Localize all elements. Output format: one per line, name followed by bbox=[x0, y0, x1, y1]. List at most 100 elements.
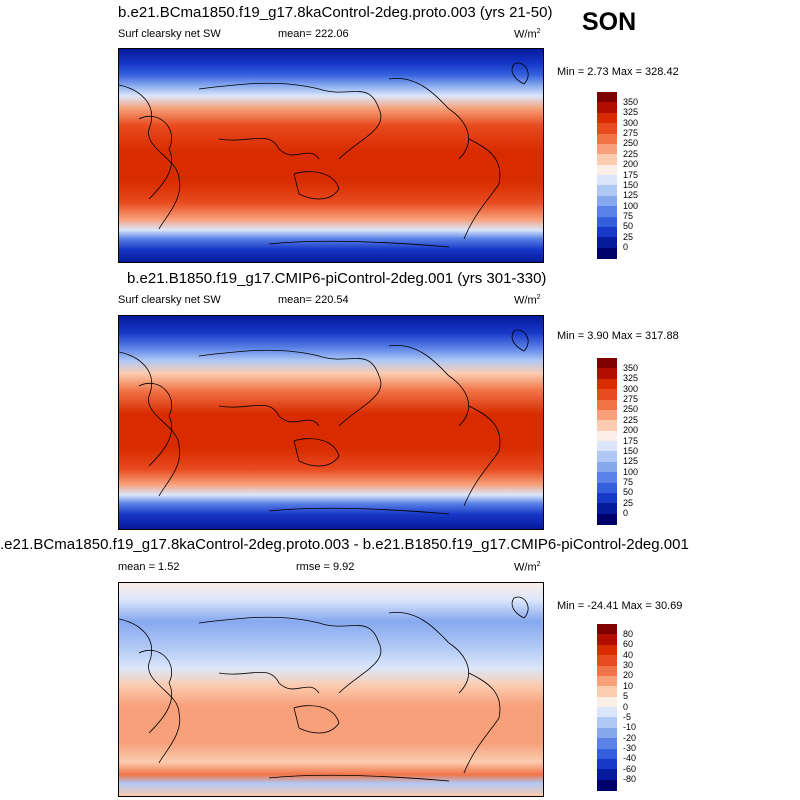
panel-3-colorbar-tick-label: -5 bbox=[623, 711, 632, 722]
panel-3-map bbox=[118, 582, 544, 797]
panel-3-title: .e21.BCma1850.f19_g17.8kaControl-2deg.pr… bbox=[0, 536, 689, 553]
panel-2-colorbar-swatch bbox=[597, 409, 617, 421]
panel-2-colorbar-swatch bbox=[597, 389, 617, 400]
panel-1-colorbar-tick-label: 125 bbox=[623, 190, 639, 201]
panel-1-colorbar-swatch bbox=[597, 112, 617, 124]
panel-3-colorbar-swatch bbox=[597, 758, 617, 770]
panel-1-colorbar-swatch bbox=[597, 92, 617, 103]
panel-3-colorbar-swatch bbox=[597, 727, 617, 739]
panel-1-colorbar-swatch bbox=[597, 247, 617, 259]
panel-2-colorbar-tick-label: 275 bbox=[623, 394, 639, 404]
panel-1-map bbox=[118, 48, 544, 263]
panel-3-colorbar-tick-label: 30 bbox=[623, 660, 634, 670]
panel-3-colorbar-swatch bbox=[597, 644, 617, 656]
panel-1-colorbar-swatch bbox=[597, 175, 617, 186]
panel-1-colorbar-swatch bbox=[597, 206, 617, 217]
panel-2-colorbar-swatch bbox=[597, 368, 617, 380]
panel-1-colorbar-tick-label: 150 bbox=[623, 179, 639, 190]
panel-1-colorbar-swatch bbox=[597, 143, 617, 155]
panel-3-colorbar-tick-label: 20 bbox=[623, 670, 634, 681]
panel-1-colorbar-tick-label: 300 bbox=[623, 117, 639, 128]
panel-3-colorbar-swatch bbox=[597, 686, 617, 698]
panel-2-colorbar-swatch bbox=[597, 430, 617, 442]
panel-2-colorbar-swatch bbox=[597, 420, 617, 432]
panel-2-colorbar-tick-label: 300 bbox=[623, 383, 639, 394]
panel-3-colorbar-swatch bbox=[597, 696, 617, 708]
panel-1-colorbar-tick-label: 175 bbox=[623, 169, 639, 180]
panel-3-colorbar-tick-label: 0 bbox=[623, 701, 629, 712]
panel-3-colorbar-swatch bbox=[597, 634, 617, 646]
panel-2-colorbar-swatch bbox=[597, 358, 617, 369]
panel-1-units: W/m2 bbox=[514, 28, 541, 41]
panel-3-colorbar-tick-label: -60 bbox=[623, 763, 637, 774]
panel-2-colorbar-swatch bbox=[597, 399, 617, 411]
panel-1-colorbar-swatch bbox=[597, 216, 617, 228]
panel-3-units: W/m2 bbox=[514, 561, 541, 574]
panel-1-variable-label: Surf clearsky net SW bbox=[118, 28, 221, 40]
panel-2-colorbar-swatch bbox=[597, 451, 617, 463]
panel-1-colorbar-tick-label: 350 bbox=[623, 96, 639, 107]
panel-1-colorbar-tick-label: 325 bbox=[623, 107, 639, 118]
panel-3-colorbar-swatch bbox=[597, 717, 617, 729]
panel-3-colorbar-tick-label: -20 bbox=[623, 732, 637, 743]
panel-3-colorbar-swatch bbox=[597, 748, 617, 760]
panel-2-coastlines bbox=[119, 329, 529, 515]
panel-1-title: b.e21.BCma1850.f19_g17.8kaControl-2deg.p… bbox=[118, 4, 553, 21]
panel-1-colorbar-swatch bbox=[597, 226, 617, 238]
panel-3-colorbar-tick-label: -10 bbox=[623, 722, 637, 733]
panel-3-colorbar-swatch bbox=[597, 624, 617, 635]
panel-1-colorbar-swatch bbox=[597, 237, 617, 249]
panel-3-coastlines bbox=[119, 596, 529, 782]
panel-2-colorbar-swatch bbox=[597, 482, 617, 494]
panel-3-colorbar-tick-label: 80 bbox=[623, 628, 634, 639]
panel-1-colorbar-tick-label: 75 bbox=[623, 211, 634, 221]
panel-3-colorbar-swatch bbox=[597, 665, 617, 677]
panel-1-colorbar-swatch bbox=[597, 133, 617, 145]
panel-1-colorbar-tick-label: 50 bbox=[623, 221, 634, 232]
panel-2-colorbar-tick-label: 100 bbox=[623, 466, 639, 477]
panel-1-colorbar-tick-label: 200 bbox=[623, 159, 639, 170]
panel-2-mean-label: mean= 220.54 bbox=[278, 294, 349, 306]
panel-2-colorbar-tick-label: 175 bbox=[623, 435, 639, 446]
panel-3-minmax: Min = -24.41 Max = 30.69 bbox=[557, 600, 683, 612]
panel-1-mean-label: mean= 222.06 bbox=[278, 28, 349, 40]
panel-2-variable-label: Surf clearsky net SW bbox=[118, 294, 221, 306]
season-label: SON bbox=[582, 8, 637, 36]
panel-2-colorbar-swatch bbox=[597, 472, 617, 483]
panel-2-colorbar-tick-label: 250 bbox=[623, 404, 639, 415]
panel-2-colorbar-tick-label: 50 bbox=[623, 487, 634, 498]
panel-3-colorbar-swatch bbox=[597, 738, 617, 749]
panel-1-colorbar-swatch bbox=[597, 154, 617, 166]
panel-2-colorbar-swatch bbox=[597, 461, 617, 473]
panel-2-colorbar-tick-label: 225 bbox=[623, 414, 639, 425]
panel-1-colorbar-swatch bbox=[597, 195, 617, 207]
panel-2-colorbar-tick-label: 350 bbox=[623, 362, 639, 373]
panel-1-colorbar-tick-label: 0 bbox=[623, 242, 629, 253]
panel-1-colorbar-swatch bbox=[597, 102, 617, 114]
panel-3-colorbar-swatch bbox=[597, 779, 617, 791]
panel-2-colorbar-swatch bbox=[597, 503, 617, 515]
panel-3-colorbar-swatch bbox=[597, 675, 617, 687]
panel-2-colorbar-swatch bbox=[597, 441, 617, 452]
panel-3-colorbar-tick-label: 5 bbox=[623, 691, 629, 702]
panel-1-colorbar-tick-label: 225 bbox=[623, 148, 639, 159]
panel-3-rmse-label: rmse = 9.92 bbox=[296, 561, 355, 573]
panel-2-colorbar-tick-label: 150 bbox=[623, 445, 639, 456]
panel-2-colorbar-swatch bbox=[597, 513, 617, 525]
panel-3-colorbar-tick-label: -30 bbox=[623, 743, 637, 753]
panel-1-colorbar-swatch bbox=[597, 123, 617, 134]
panel-2-map bbox=[118, 315, 544, 530]
panel-3-colorbar-tick-label: 10 bbox=[623, 680, 634, 691]
panel-2-title: b.e21.B1850.f19_g17.CMIP6-piControl-2deg… bbox=[127, 270, 547, 287]
panel-2-colorbar-tick-label: 25 bbox=[623, 497, 634, 508]
panel-3-colorbar-tick-label: -40 bbox=[623, 753, 637, 764]
panel-1-colorbar-tick-label: 25 bbox=[623, 231, 634, 242]
panel-3-mean-label: mean = 1.52 bbox=[118, 561, 180, 573]
panel-3-colorbar-tick-label: 60 bbox=[623, 639, 634, 650]
panel-3-colorbar-swatch bbox=[597, 655, 617, 666]
panel-1-colorbar-tick-label: 275 bbox=[623, 128, 639, 138]
panel-1-coastlines bbox=[119, 62, 529, 248]
panel-3-colorbar-swatch bbox=[597, 769, 617, 781]
panel-2-colorbar-tick-label: 75 bbox=[623, 477, 634, 487]
panel-1-colorbar-tick-label: 100 bbox=[623, 200, 639, 211]
